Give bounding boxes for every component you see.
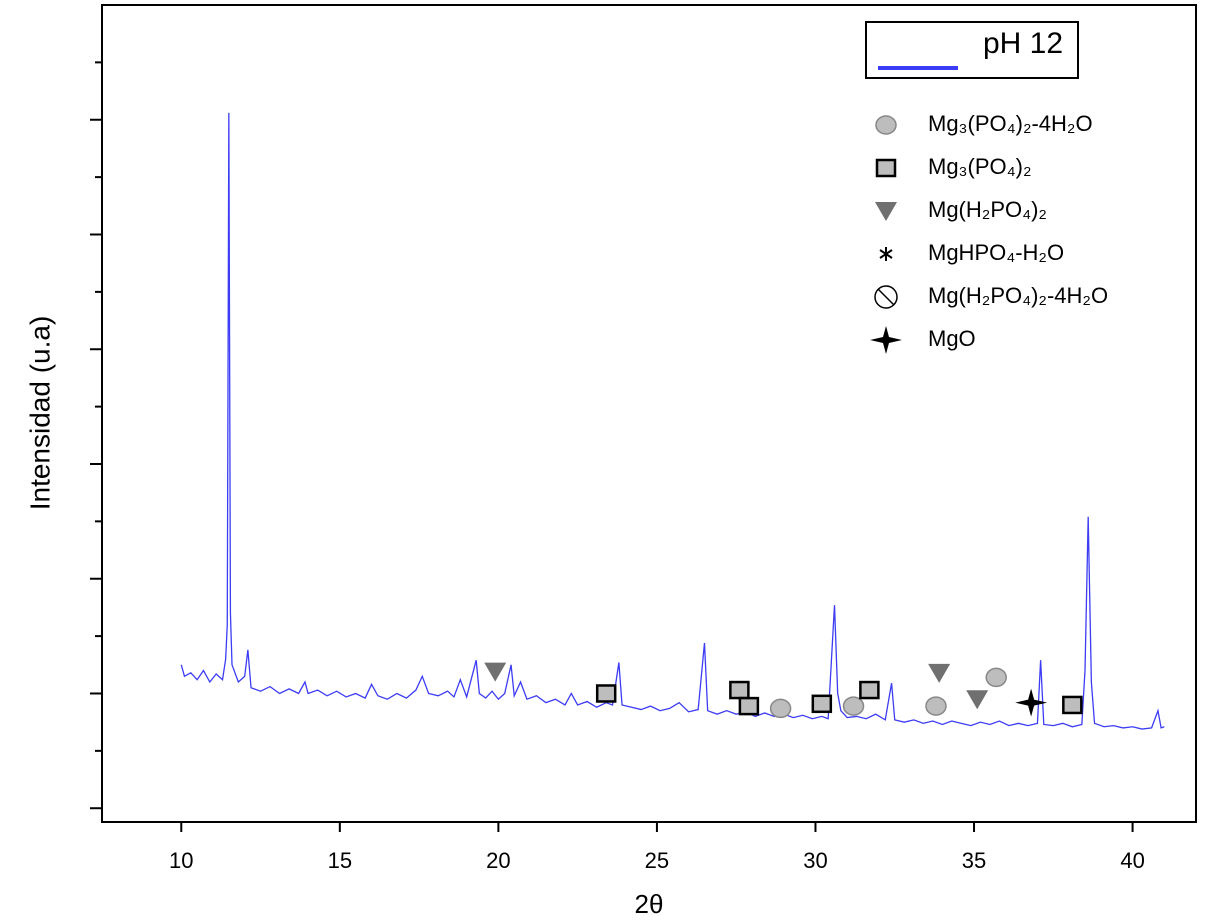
x-tick-label: 35 xyxy=(962,848,986,873)
x-tick-label: 30 xyxy=(803,848,827,873)
phase-marker xyxy=(1062,695,1083,715)
phase-marker xyxy=(484,662,507,682)
phase-marker xyxy=(729,680,750,700)
legend-symbol xyxy=(874,285,898,309)
legend-symbol xyxy=(879,247,893,261)
phase-marker xyxy=(925,696,947,716)
legend-label: Mg₃(PO₄)₂-4H₂O xyxy=(928,111,1093,136)
legend-label: Mg(H₂PO₄)₂-4H₂O xyxy=(928,283,1108,308)
phase-marker xyxy=(928,663,951,683)
legend-symbol xyxy=(875,158,897,178)
phase-marker xyxy=(811,694,833,714)
phase-marker xyxy=(738,696,760,716)
phase-marker xyxy=(985,667,1007,688)
legend-label: Mg₃(PO₄)₂ xyxy=(928,154,1031,179)
x-tick-label: 40 xyxy=(1120,848,1144,873)
x-tick-label: 15 xyxy=(328,848,352,873)
legend-symbol xyxy=(875,115,897,135)
phase-marker xyxy=(595,684,617,703)
legend-symbol xyxy=(875,202,897,221)
phase-marker xyxy=(842,696,865,716)
spectrum-line xyxy=(180,112,1165,730)
legend-label: Mg(H₂PO₄)₂ xyxy=(928,197,1047,222)
legend-label: pH 12 xyxy=(983,27,1063,60)
x-tick-label: 25 xyxy=(645,848,669,873)
x-tick-label: 20 xyxy=(486,848,510,873)
plot-frame xyxy=(101,4,1197,823)
legend-label: MgO xyxy=(928,326,976,351)
phase-marker xyxy=(966,690,989,710)
legend-label: MgHPO₄-H₂O xyxy=(928,240,1064,265)
phase-marker xyxy=(859,680,880,700)
y-axis-label: Intensidad (u.a) xyxy=(24,316,55,511)
x-axis-label: 2θ xyxy=(635,889,664,919)
phase-marker xyxy=(769,698,792,719)
x-tick-label: 10 xyxy=(169,848,193,873)
phase-marker xyxy=(1015,688,1048,717)
legend-symbol xyxy=(870,326,902,354)
